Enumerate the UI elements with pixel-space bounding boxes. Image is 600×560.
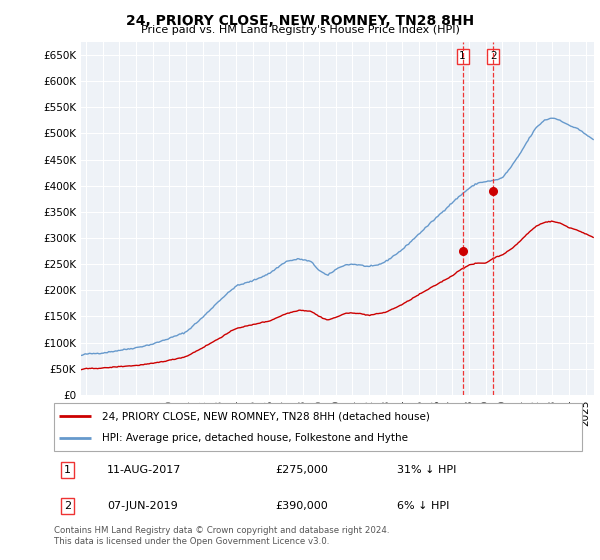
Text: 07-JUN-2019: 07-JUN-2019 (107, 501, 178, 511)
Text: £390,000: £390,000 (276, 501, 329, 511)
Text: 2: 2 (490, 51, 496, 61)
Text: 11-AUG-2017: 11-AUG-2017 (107, 465, 181, 475)
Text: 6% ↓ HPI: 6% ↓ HPI (397, 501, 449, 511)
Text: £275,000: £275,000 (276, 465, 329, 475)
Text: 24, PRIORY CLOSE, NEW ROMNEY, TN28 8HH: 24, PRIORY CLOSE, NEW ROMNEY, TN28 8HH (126, 14, 474, 28)
Text: 24, PRIORY CLOSE, NEW ROMNEY, TN28 8HH (detached house): 24, PRIORY CLOSE, NEW ROMNEY, TN28 8HH (… (101, 411, 430, 421)
Text: 2: 2 (64, 501, 71, 511)
FancyBboxPatch shape (54, 403, 582, 451)
Text: 1: 1 (459, 51, 466, 61)
Text: HPI: Average price, detached house, Folkestone and Hythe: HPI: Average price, detached house, Folk… (101, 433, 407, 443)
Text: Price paid vs. HM Land Registry's House Price Index (HPI): Price paid vs. HM Land Registry's House … (140, 25, 460, 35)
Text: 1: 1 (64, 465, 71, 475)
Text: 31% ↓ HPI: 31% ↓ HPI (397, 465, 457, 475)
Text: Contains HM Land Registry data © Crown copyright and database right 2024.
This d: Contains HM Land Registry data © Crown c… (54, 526, 389, 546)
